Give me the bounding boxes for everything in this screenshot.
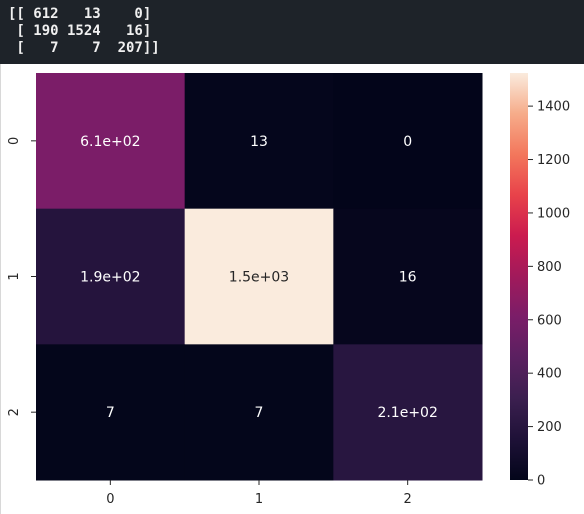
colorbar-tick-label: 200 — [537, 420, 562, 435]
x-tick-label: 2 — [404, 492, 412, 507]
y-axis: 0 1 2 — [7, 137, 36, 416]
cell-label: 7 — [255, 405, 264, 421]
x-tick-label: 0 — [106, 492, 114, 507]
console-line: [[ 612 13 0] — [8, 6, 152, 22]
colorbar-tick-label: 1200 — [537, 153, 570, 168]
cell-label: 16 — [399, 270, 417, 286]
colorbar-tick-label: 1000 — [537, 206, 570, 221]
x-tick-label: 1 — [255, 492, 263, 507]
colorbar-tick-label: 1400 — [537, 100, 570, 115]
colorbar-gradient — [510, 73, 528, 480]
console-line: [ 190 1524 16] — [8, 23, 152, 39]
colorbar-ticks: 0 200 400 600 800 1000 1200 1400 — [528, 100, 570, 489]
cell-label: 6.1e+02 — [80, 134, 140, 150]
heatmap-cell — [36, 208, 186, 345]
heatmap-cell — [36, 344, 186, 481]
heatmap-cell — [333, 73, 483, 210]
heatmap-cell — [184, 344, 334, 481]
heatmap-cell — [184, 208, 334, 345]
heatmap-cell — [333, 344, 483, 481]
heatmap-cell — [184, 73, 334, 210]
cell-label: 0 — [403, 134, 412, 150]
colorbar-tick-label: 800 — [537, 260, 562, 275]
cell-label: 1.5e+03 — [229, 270, 289, 286]
console-line: [ 7 7 207]] — [8, 40, 160, 56]
y-tick-label: 2 — [7, 408, 22, 416]
colorbar-tick-label: 600 — [537, 313, 562, 328]
cell-label: 13 — [250, 134, 268, 150]
heatmap-cell — [36, 73, 186, 210]
cell-label: 2.1e+02 — [377, 405, 437, 421]
cell-label: 1.9e+02 — [80, 270, 140, 286]
console-output: [[ 612 13 0] [ 190 1524 16] [ 7 7 207]] — [0, 0, 584, 64]
colorbar-tick-label: 400 — [537, 367, 562, 382]
colorbar-tick-label: 0 — [537, 474, 545, 489]
cell-label: 7 — [106, 405, 115, 421]
y-tick-label: 0 — [7, 137, 22, 145]
y-tick-label: 1 — [7, 272, 22, 280]
cell-annotations: 6.1e+02 13 0 1.9e+02 1.5e+03 16 7 7 2.1e+02 — [80, 134, 438, 421]
heatmap-cells — [36, 73, 483, 481]
x-axis: 0 1 2 — [106, 480, 412, 507]
heatmap-cell — [333, 208, 483, 345]
colorbar — [510, 73, 528, 480]
